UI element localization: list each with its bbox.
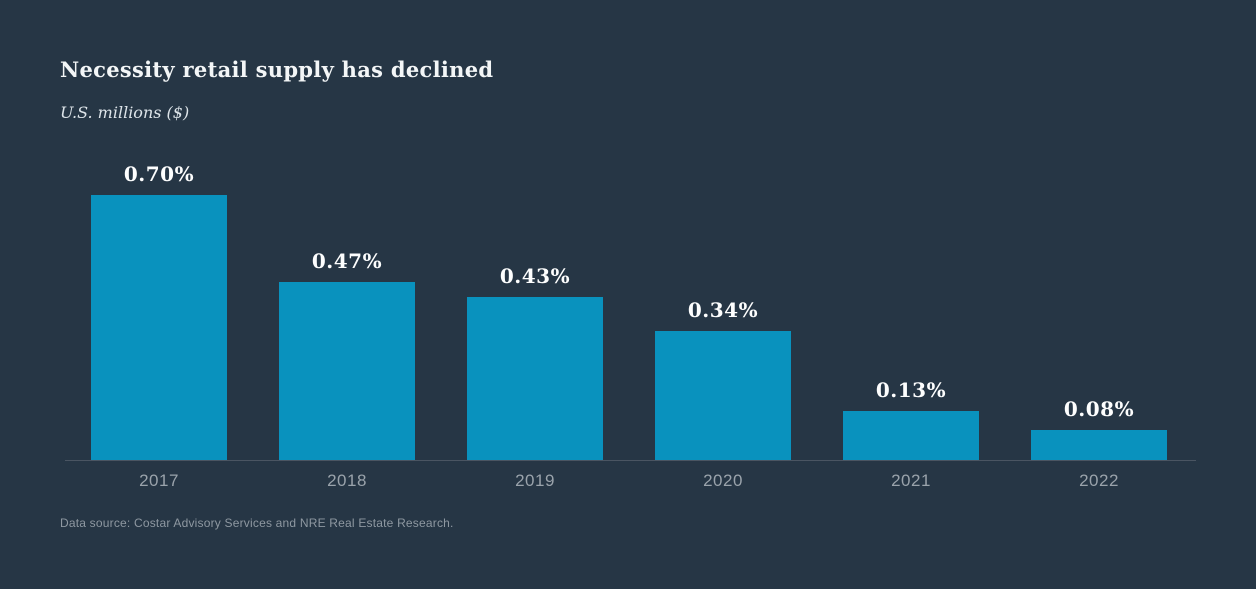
chart-subtitle: U.S. millions ($): [60, 103, 190, 122]
x-tick-label: 2020: [703, 471, 743, 490]
bar-group: 0.70% 2017: [91, 150, 227, 490]
x-tick-label: 2021: [891, 471, 931, 490]
x-tick-label: 2017: [139, 471, 179, 490]
chart-title: Necessity retail supply has declined: [60, 57, 494, 82]
bar: [91, 195, 227, 460]
bar-group: 0.08% 2022: [1031, 150, 1167, 490]
bar: [1031, 430, 1167, 460]
bar: [843, 411, 979, 460]
bar-group: 0.47% 2018: [279, 150, 415, 490]
bar-value-label: 0.70%: [123, 162, 195, 186]
bar-group: 0.43% 2019: [467, 150, 603, 490]
bar-value-label: 0.13%: [875, 378, 947, 402]
bar-value-label: 0.47%: [311, 249, 383, 273]
bar: [655, 331, 791, 460]
x-tick-label: 2022: [1079, 471, 1119, 490]
bar: [279, 282, 415, 460]
bar-value-label: 0.34%: [687, 298, 759, 322]
bar: [467, 297, 603, 460]
x-tick-label: 2019: [515, 471, 555, 490]
bar-value-label: 0.08%: [1063, 397, 1135, 421]
bar-group: 0.34% 2020: [655, 150, 791, 490]
plot-area: 0.70% 2017 0.47% 2018 0.43% 2019 0.34% 2020 0.13…: [65, 150, 1196, 490]
source-note: Data source: Costar Advisory Services an…: [60, 516, 454, 530]
bar-value-label: 0.43%: [499, 264, 571, 288]
bar-group: 0.13% 2021: [843, 150, 979, 490]
x-tick-label: 2018: [327, 471, 367, 490]
